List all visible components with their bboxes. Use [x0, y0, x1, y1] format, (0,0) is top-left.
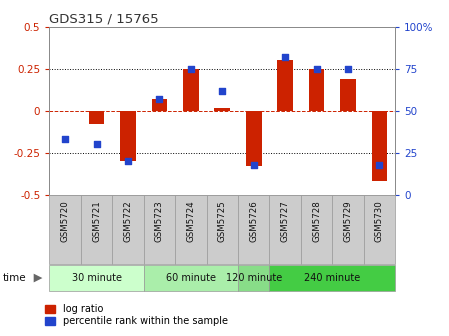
Bar [81, 195, 112, 264]
Point [93, 142, 100, 147]
Bar [144, 195, 175, 264]
Text: GSM5727: GSM5727 [281, 200, 290, 242]
Bar [246, 111, 261, 166]
Text: GSM5729: GSM5729 [343, 200, 352, 242]
Text: 120 minute: 120 minute [225, 273, 282, 283]
Text: GSM5726: GSM5726 [249, 200, 258, 242]
Bar [238, 265, 269, 291]
Bar [269, 265, 395, 291]
Text: GSM5724: GSM5724 [186, 200, 195, 242]
Bar [277, 60, 293, 111]
Bar [152, 99, 167, 111]
Bar [175, 195, 207, 264]
Bar [183, 69, 199, 111]
Point [62, 137, 69, 142]
Bar [207, 195, 238, 264]
Point [250, 162, 257, 167]
Bar [112, 195, 144, 264]
Text: GSM5728: GSM5728 [312, 200, 321, 242]
Legend: log ratio, percentile rank within the sample: log ratio, percentile rank within the sa… [45, 304, 228, 326]
Text: time: time [2, 273, 26, 283]
Point [344, 66, 352, 72]
Point [124, 159, 132, 164]
Bar [301, 195, 332, 264]
Point [282, 54, 289, 60]
Text: GSM5730: GSM5730 [375, 200, 384, 242]
Text: GSM5725: GSM5725 [218, 200, 227, 242]
Bar [49, 195, 81, 264]
Point [156, 96, 163, 102]
Text: GSM5722: GSM5722 [123, 200, 132, 242]
Bar [49, 265, 144, 291]
Bar [364, 195, 395, 264]
Bar [309, 69, 324, 111]
Text: GSM5720: GSM5720 [61, 200, 70, 242]
Bar [144, 265, 238, 291]
Text: 240 minute: 240 minute [304, 273, 361, 283]
Bar [215, 108, 230, 111]
Bar [332, 195, 364, 264]
Bar [372, 111, 387, 181]
Bar [120, 111, 136, 161]
Text: 60 minute: 60 minute [166, 273, 216, 283]
Text: 30 minute: 30 minute [71, 273, 122, 283]
Bar [340, 79, 356, 111]
Bar [89, 111, 104, 124]
Point [376, 162, 383, 167]
Bar [238, 195, 269, 264]
Point [219, 88, 226, 93]
Text: GDS315 / 15765: GDS315 / 15765 [49, 13, 159, 26]
Point [187, 66, 194, 72]
Bar [269, 195, 301, 264]
Point [313, 66, 320, 72]
Text: GSM5721: GSM5721 [92, 200, 101, 242]
Text: GSM5723: GSM5723 [155, 200, 164, 242]
